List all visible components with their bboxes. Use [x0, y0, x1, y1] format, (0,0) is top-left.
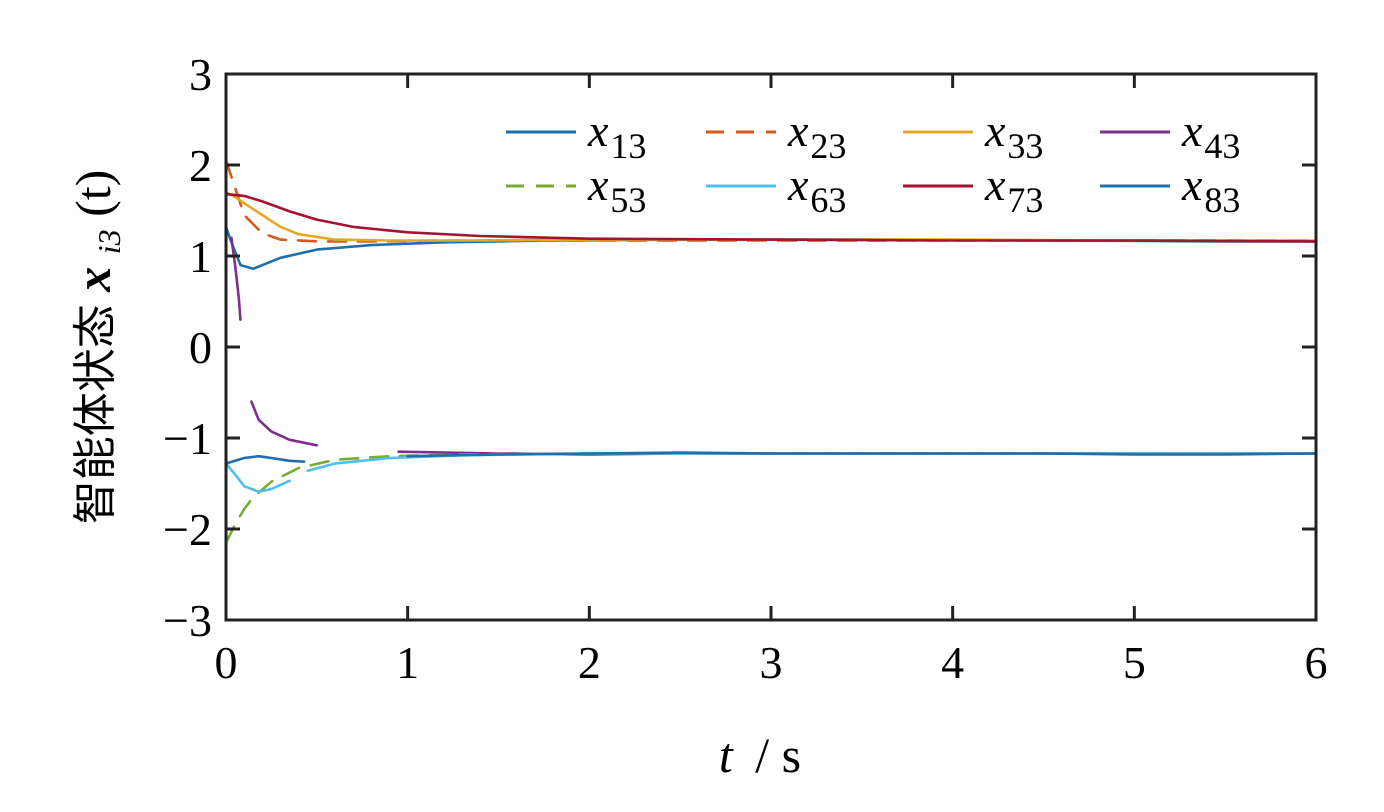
- series-line-x53-6: [224, 452, 1318, 544]
- y-tick-label: 0: [189, 322, 212, 373]
- y-axis-title: 智能体状态 x i3 (t): [65, 170, 131, 525]
- x-tick-label: 4: [941, 637, 964, 688]
- x-axis-unit: / s: [755, 727, 801, 783]
- series-line-x33-2: [224, 191, 1318, 242]
- legend-label-x33: x33: [984, 105, 1043, 166]
- legend: x13 x23 x33 x43 x53 x63 x73 x83: [506, 105, 1240, 220]
- tick-layer: 0 1 2 3 4 5 6 3 2 1 0 −1 −2 −3: [163, 49, 1327, 688]
- legend-label-x63: x63: [787, 159, 846, 220]
- y-tick-label: −2: [163, 504, 212, 555]
- plot-frame: [224, 72, 1318, 622]
- series-line-x43-3: [230, 236, 242, 321]
- x-tick-label: 1: [396, 637, 419, 688]
- series-line-x13-0: [224, 225, 1318, 270]
- series-line-x63-7: [224, 462, 291, 493]
- y-axis-text: 智能体状态: [70, 304, 121, 524]
- y-tick-label: −1: [163, 413, 212, 464]
- y-axis-arg: (t): [65, 170, 121, 217]
- x-tick-label: 3: [760, 637, 783, 688]
- legend-label-x73: x73: [984, 159, 1043, 220]
- x-tick-label: 0: [215, 637, 238, 688]
- legend-label-x53: x53: [587, 159, 646, 220]
- x-tick-label: 5: [1123, 637, 1146, 688]
- x-tick-label: 2: [578, 637, 601, 688]
- y-tick-label: −3: [163, 595, 212, 646]
- series-line-x83-10: [224, 454, 306, 465]
- y-tick-label: 3: [189, 49, 212, 100]
- series-line-x73-9: [224, 192, 1318, 243]
- series-line-x43-4: [250, 400, 319, 447]
- legend-label-x83: x83: [1181, 159, 1240, 220]
- x-axis-title: t / s: [719, 727, 801, 783]
- legend-label-x23: x23: [787, 105, 846, 166]
- y-axis-var: x: [65, 267, 121, 293]
- series-layer: [224, 159, 1318, 544]
- x-axis-var: t: [719, 727, 734, 783]
- legend-label-x13: x13: [587, 105, 646, 166]
- y-tick-label: 1: [189, 231, 212, 282]
- y-tick-label: 2: [189, 140, 212, 191]
- legend-label-x43: x43: [1181, 105, 1240, 166]
- series-line-x83-11: [406, 451, 1318, 458]
- y-axis-sub: i3: [91, 229, 127, 254]
- x-tick-label: 6: [1305, 637, 1328, 688]
